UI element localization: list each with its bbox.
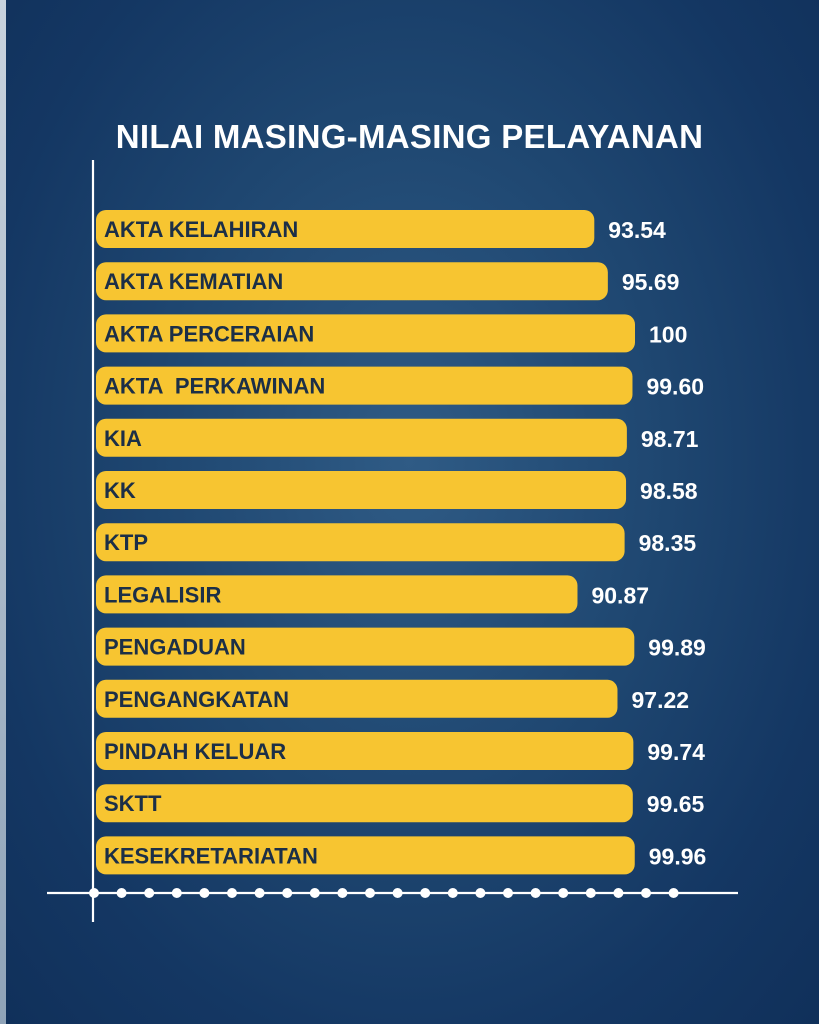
x-axis-dot — [309, 888, 320, 898]
x-axis-dot — [227, 888, 237, 898]
bar-value-label: 99.96 — [649, 843, 707, 869]
bar — [96, 627, 635, 666]
x-axis-dot — [420, 888, 431, 898]
bar — [96, 471, 627, 509]
bar-value-label: 98.71 — [641, 426, 699, 452]
x-axis-dot — [365, 888, 375, 898]
bar-value-label: 99.89 — [648, 635, 706, 661]
bar-value-label: 90.87 — [591, 582, 649, 608]
x-axis-dot — [171, 888, 182, 898]
bar — [96, 523, 625, 562]
x-axis-dot — [613, 888, 624, 898]
bar — [96, 575, 578, 614]
left-edge-strip — [0, 0, 6, 1024]
x-axis-dot — [337, 888, 348, 898]
bar-value-label: 99.74 — [647, 739, 705, 765]
bar-category-label: LEGALISIR — [104, 582, 221, 607]
bar-value-label: 99.60 — [646, 374, 704, 400]
bar — [96, 418, 627, 457]
x-axis-dot — [475, 888, 486, 898]
x-axis-dot — [254, 888, 265, 898]
x-axis-dot — [392, 888, 403, 898]
bar-category-label: AKTA PERCERAIAN — [104, 321, 314, 346]
bar-category-label: AKTA KEMATIAN — [104, 269, 283, 294]
bar-category-label: PINDAH KELUAR — [104, 739, 286, 764]
bar-category-label: KTP — [104, 530, 148, 555]
x-axis-dot — [668, 888, 679, 898]
x-axis-dot — [530, 888, 541, 898]
bar-category-label: SKTT — [104, 791, 162, 816]
bar — [96, 314, 635, 353]
bar-category-label: KIA — [104, 426, 142, 451]
x-axis-dot — [144, 888, 155, 898]
bar-category-label: PENGADUAN — [104, 635, 246, 660]
bar-category-label: KK — [104, 478, 136, 503]
chart-title: NILAI MASING-MASING PELAYANAN — [115, 118, 704, 155]
bar-value-label: 93.54 — [608, 217, 666, 243]
bar — [96, 784, 633, 823]
x-axis-dot — [89, 888, 99, 898]
x-axis-dot — [199, 888, 210, 898]
bar — [96, 210, 595, 248]
bar — [96, 366, 633, 405]
bar-category-label: PENGANGKATAN — [104, 687, 289, 712]
x-axis-dot — [641, 888, 651, 898]
bar-value-label: 98.58 — [640, 478, 698, 504]
bar-category-label: AKTA PERKAWINAN — [104, 374, 325, 399]
x-axis-dot — [282, 888, 293, 898]
bar-category-label: KESEKRETARIATAN — [104, 843, 318, 868]
bar — [96, 262, 608, 301]
bar-value-label: 95.69 — [622, 269, 680, 295]
x-axis-dot — [116, 888, 127, 898]
bar-value-label: 99.65 — [647, 791, 705, 817]
x-axis-dot — [585, 888, 596, 898]
bar-value-label: 98.35 — [639, 530, 697, 556]
bar — [96, 732, 634, 770]
bar-value-label: 97.22 — [631, 687, 689, 713]
bar-category-label: AKTA KELAHIRAN — [104, 217, 298, 242]
x-axis-dot — [558, 888, 569, 898]
bar — [96, 679, 618, 718]
x-axis-dot — [503, 888, 513, 898]
bar — [96, 836, 635, 875]
x-axis-dot — [447, 888, 458, 898]
bar-value-label: 100 — [649, 321, 687, 347]
